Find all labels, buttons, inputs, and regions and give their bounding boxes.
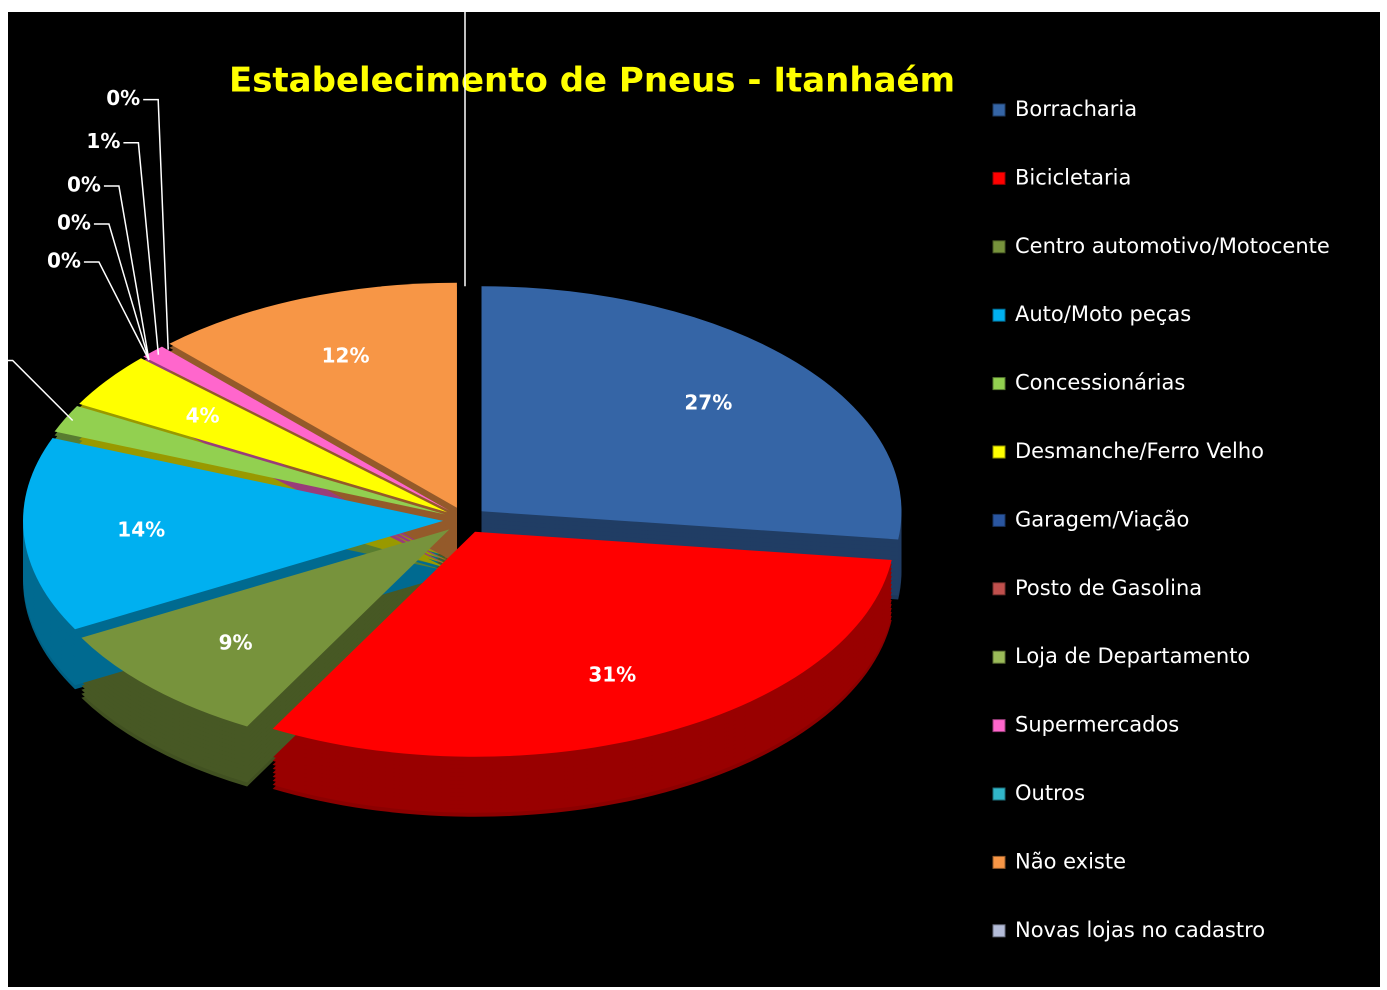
legend-swatch <box>992 377 1006 391</box>
legend-label: Borracharia <box>1015 97 1137 121</box>
legend-swatch <box>992 924 1006 938</box>
legend-label: Concessionárias <box>1015 371 1185 395</box>
data-label: 14% <box>117 518 165 542</box>
legend-label: Novas lojas no cadastro <box>1015 918 1265 942</box>
data-label: 0% <box>413 0 447 9</box>
data-label: 9% <box>219 630 253 654</box>
legend-swatch <box>992 445 1006 459</box>
leader-line <box>0 359 74 422</box>
legend-label: Supermercados <box>1015 713 1179 737</box>
legend-label: Bicicletaria <box>1015 165 1131 189</box>
slice <box>54 405 446 515</box>
legend-label: Desmanche/Ferro Velho <box>1015 439 1264 463</box>
legend-swatch <box>992 787 1006 801</box>
leader-line <box>123 141 160 355</box>
legend-swatch <box>992 650 1006 664</box>
data-label: 0% <box>57 211 91 235</box>
slice <box>162 346 450 511</box>
data-label: 31% <box>588 663 636 687</box>
data-label: 0% <box>106 86 140 110</box>
slice <box>169 282 457 508</box>
leader-line <box>464 0 466 287</box>
data-label: 1% <box>86 129 120 153</box>
slice <box>272 531 892 757</box>
legend-label: Não existe <box>1015 849 1126 873</box>
legend-swatch <box>992 719 1006 733</box>
data-label: 27% <box>684 391 732 415</box>
slice <box>23 438 444 630</box>
legend-swatch <box>992 582 1006 596</box>
leader-line <box>83 261 150 361</box>
legend-swatch <box>992 855 1006 869</box>
legend-label: Auto/Moto peças <box>1015 302 1191 326</box>
legend-swatch <box>992 308 1006 322</box>
data-label: 0% <box>67 173 101 197</box>
legend-swatch <box>992 240 1006 254</box>
legend-swatch <box>992 171 1006 185</box>
legend-swatch <box>992 513 1006 527</box>
leader-line <box>93 223 150 361</box>
legend-label: Garagem/Viação <box>1015 507 1189 531</box>
leader-line <box>143 98 169 350</box>
data-label: 4% <box>186 404 220 428</box>
data-label: 0% <box>47 249 81 273</box>
legend-label: Loja de Departamento <box>1015 644 1250 668</box>
legend-swatch <box>992 103 1006 117</box>
data-label: 12% <box>322 344 370 368</box>
slice <box>143 346 450 511</box>
slice <box>142 356 449 511</box>
legend-label: Centro automotivo/Motocente <box>1015 234 1330 258</box>
legend-label: Posto de Gasolina <box>1015 576 1202 600</box>
slice <box>79 358 448 513</box>
slice <box>481 286 902 540</box>
chart-title: Estabelecimento de Pneus - Itanhaém <box>229 61 955 101</box>
legend-label: Outros <box>1015 781 1085 805</box>
leader-line <box>103 185 150 361</box>
slice <box>81 529 450 727</box>
